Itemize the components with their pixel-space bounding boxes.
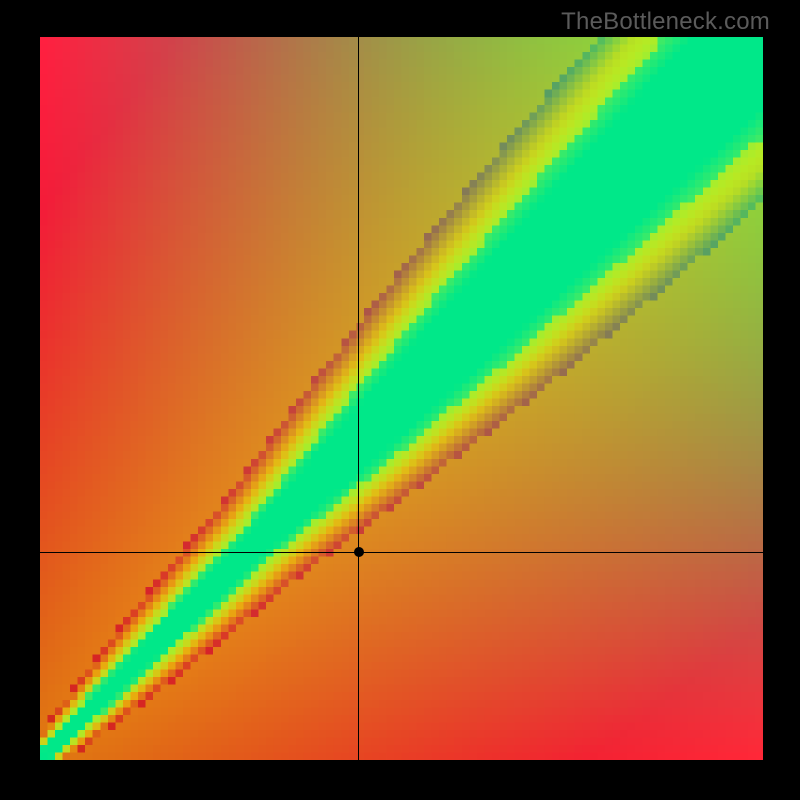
crosshair-vertical-line	[358, 37, 359, 760]
crosshair-horizontal-line	[40, 552, 763, 553]
bottleneck-heatmap	[40, 37, 763, 760]
watermark-text: TheBottleneck.com	[561, 8, 770, 36]
